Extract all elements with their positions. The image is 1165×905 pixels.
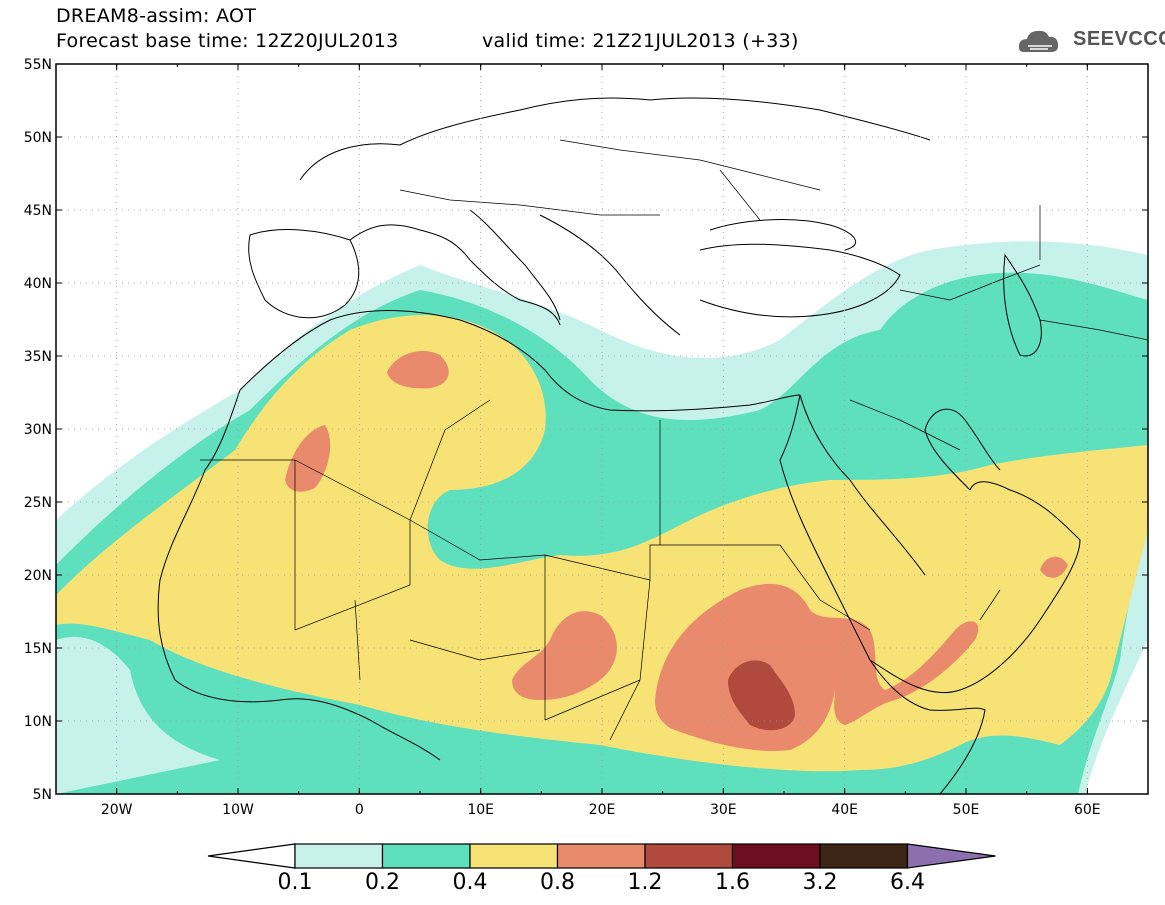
aot-band-0.8c bbox=[512, 611, 617, 700]
legend-swatch bbox=[556, 843, 646, 869]
lon-label: 30E bbox=[710, 802, 737, 818]
lat-label: 25N bbox=[24, 495, 52, 511]
legend-swatch bbox=[819, 843, 909, 869]
legend-label: 1.6 bbox=[715, 870, 750, 895]
legend-arrow-high bbox=[906, 843, 996, 869]
aot-band-0.8a bbox=[387, 351, 449, 389]
lon-label: 20W bbox=[101, 802, 133, 818]
legend-label: 0.4 bbox=[453, 870, 488, 895]
legend-arrow-low bbox=[207, 843, 296, 869]
latitude-labels: 55N 50N 45N 40N 35N 30N 25N 20N 15N 10N 5N bbox=[24, 57, 52, 803]
longitude-labels: 20W 10W 0 10E 20E 30E 40E 50E 60E bbox=[101, 802, 1101, 818]
valid-time: valid time: 21Z21JUL2013 (+33) bbox=[482, 30, 799, 52]
lat-label: 50N bbox=[24, 130, 52, 146]
axis-ticks bbox=[55, 63, 1149, 795]
gridlines bbox=[56, 64, 1148, 794]
aot-band-0.8b bbox=[285, 425, 331, 492]
lat-label: 10N bbox=[24, 714, 52, 730]
legend-label: 1.2 bbox=[628, 870, 663, 895]
legend-label: 6.4 bbox=[890, 870, 925, 895]
lon-label: 20E bbox=[589, 802, 616, 818]
legend-swatch bbox=[644, 843, 734, 869]
lat-label: 45N bbox=[24, 203, 52, 219]
lon-label: 40E bbox=[831, 802, 858, 818]
legend-swatch bbox=[731, 843, 821, 869]
lat-label: 55N bbox=[24, 57, 52, 73]
legend-swatch bbox=[294, 843, 384, 869]
country-borders bbox=[200, 139, 1148, 741]
lat-label: 30N bbox=[24, 422, 52, 438]
lat-label: 35N bbox=[24, 349, 52, 365]
lon-label: 10W bbox=[222, 802, 254, 818]
legend-label: 0.2 bbox=[365, 870, 400, 895]
lat-label: 40N bbox=[24, 276, 52, 292]
legend-swatch bbox=[381, 843, 471, 869]
legend-label: 3.2 bbox=[803, 870, 838, 895]
coastlines bbox=[157, 97, 1081, 794]
legend-label: 0.8 bbox=[540, 870, 575, 895]
aot-band-0.8e bbox=[1040, 556, 1068, 578]
legend-label: 0.1 bbox=[278, 870, 313, 895]
forecast-base-time: Forecast base time: 12Z20JUL2013 bbox=[56, 30, 399, 52]
lat-label: 15N bbox=[24, 641, 52, 657]
lon-label: 10E bbox=[467, 802, 494, 818]
cloud-icon bbox=[1018, 30, 1059, 52]
lon-label: 60E bbox=[1074, 802, 1101, 818]
aot-band-1.2 bbox=[728, 660, 795, 731]
lat-label: 20N bbox=[24, 568, 52, 584]
lat-label: 5N bbox=[33, 787, 52, 803]
legend-swatch bbox=[469, 843, 559, 869]
logo-text: SEEVCCC bbox=[1073, 28, 1165, 50]
aot-band-0.8d bbox=[655, 583, 979, 751]
aot-legend: 0.1 0.2 0.4 0.8 1.2 1.6 3.2 6.4 bbox=[207, 843, 996, 895]
lon-label: 0 bbox=[355, 802, 364, 818]
lon-label: 50E bbox=[953, 802, 980, 818]
map-title: DREAM8-assim: AOT bbox=[56, 5, 257, 27]
